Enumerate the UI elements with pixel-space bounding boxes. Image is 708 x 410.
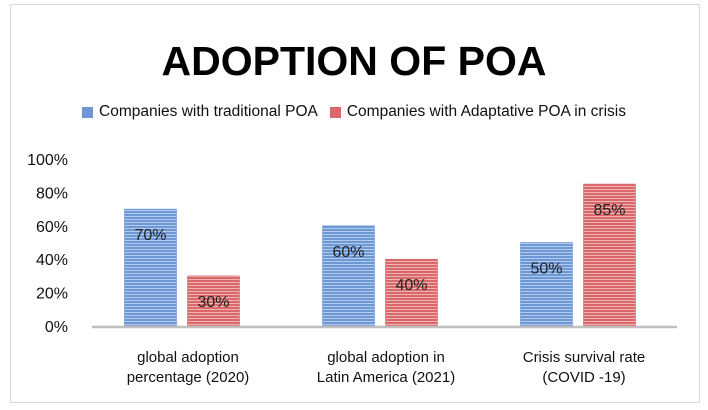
data-label: 85%: [593, 202, 625, 219]
legend-item-adaptative: Companies with Adaptative POA in crisis: [329, 103, 626, 121]
legend-label-adaptative: Companies with Adaptative POA in crisis: [346, 103, 626, 120]
data-label: 60%: [332, 244, 364, 261]
bar-traditional: [322, 225, 375, 327]
legend: Companies with traditional POA Companies…: [0, 103, 708, 121]
data-label: 40%: [395, 277, 427, 294]
y-tick-label: 0%: [45, 319, 68, 336]
y-tick-label: 60%: [36, 219, 68, 236]
y-tick-label: 100%: [27, 152, 68, 169]
bar-adaptative: [385, 258, 438, 327]
legend-item-traditional: Companies with traditional POA: [82, 103, 318, 121]
y-tick-label: 80%: [36, 185, 68, 202]
bar-traditional: [520, 242, 573, 327]
legend-label-traditional: Companies with traditional POA: [99, 103, 318, 120]
data-label: 70%: [134, 227, 166, 244]
y-tick-label: 40%: [36, 252, 68, 269]
legend-swatch-adaptative: [329, 106, 341, 118]
x-category-label: Crisis survival rate: [523, 349, 646, 366]
data-label: 50%: [530, 261, 562, 278]
bar-adaptative: [583, 183, 636, 327]
chart-title: ADOPTION OF POA: [161, 38, 547, 84]
x-category-label: global adoption: [137, 349, 239, 366]
x-category-label: (COVID -19): [542, 369, 625, 386]
legend-swatch-traditional: [82, 106, 94, 118]
x-category-label: percentage (2020): [127, 369, 250, 386]
chart-frame: [10, 4, 700, 403]
y-tick-label: 20%: [36, 286, 68, 303]
bar-adaptative: [187, 275, 240, 327]
x-category-label: global adoption in: [327, 349, 445, 366]
data-label: 30%: [197, 294, 229, 311]
x-category-label: Latin America (2021): [317, 369, 455, 386]
